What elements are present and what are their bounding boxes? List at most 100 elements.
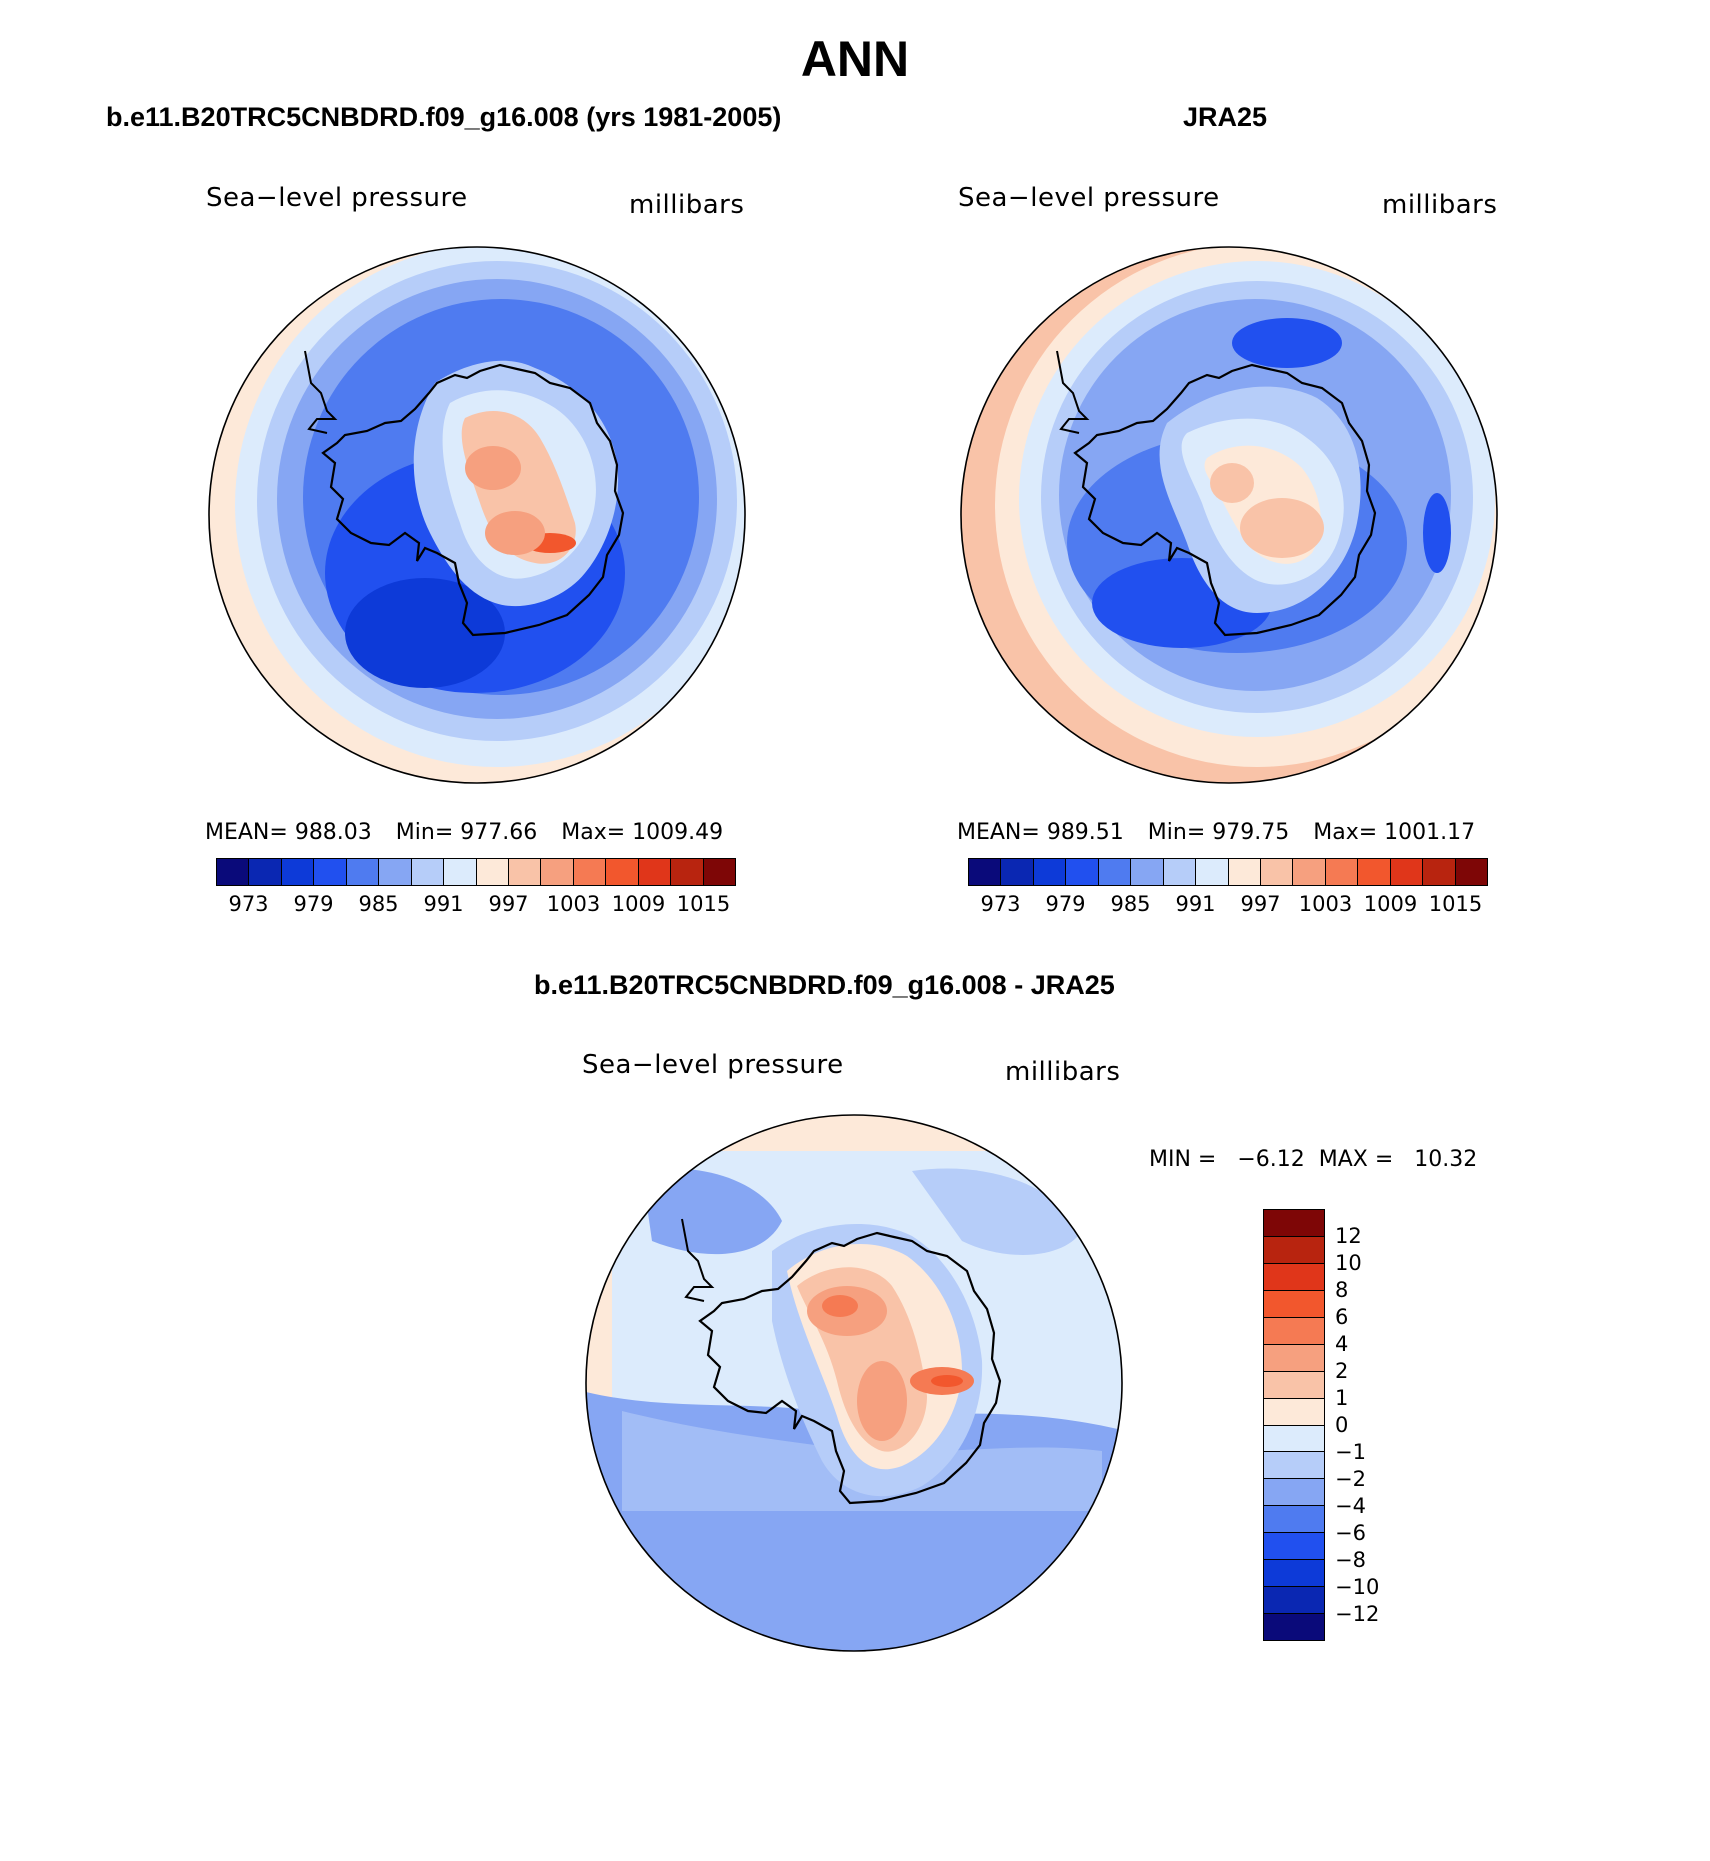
- colorbar-tick-label: −10: [1335, 1575, 1380, 1599]
- right-units-label: millibars: [1382, 190, 1498, 220]
- colorbar-tick-label: −12: [1335, 1602, 1380, 1626]
- colorbar-tick-label: 4: [1335, 1332, 1349, 1356]
- colorbar-cell: [573, 859, 607, 885]
- colorbar-tick-label: 1009: [1363, 892, 1418, 916]
- colorbar-cell: [379, 859, 412, 885]
- colorbar-tick-label: 985: [358, 892, 399, 916]
- diff-units-label: millibars: [1005, 1057, 1121, 1087]
- colorbar-cell: [1293, 859, 1326, 885]
- colorbar-cell: [703, 859, 735, 885]
- colorbar-cell: [1423, 859, 1456, 885]
- colorbar-tick-label: 2: [1335, 1359, 1349, 1383]
- colorbar-cell: [541, 859, 574, 885]
- colorbar-cell: [1264, 1210, 1324, 1237]
- left-variable-label: Sea−level pressure: [206, 183, 468, 213]
- colorbar-tick-label: 991: [423, 892, 464, 916]
- left-colorbar: [216, 858, 736, 886]
- colorbar-tick-label: 1003: [546, 892, 601, 916]
- diff-colorbar: [1263, 1209, 1325, 1641]
- colorbar-cell: [1066, 859, 1099, 885]
- colorbar-cell: [346, 859, 380, 885]
- colorbar-tick-label: 0: [1335, 1413, 1349, 1437]
- left-polar-map: [208, 246, 746, 784]
- right-stats: MEAN= 989.51 Min= 979.75 Max= 1001.17: [957, 820, 1499, 845]
- right-panel-title: JRA25: [1183, 102, 1268, 132]
- colorbar-tick-label: 1009: [611, 892, 666, 916]
- colorbar-cell: [281, 859, 315, 885]
- diff-panel-title: b.e11.B20TRC5CNBDRD.f09_g16.008 - JRA25: [534, 970, 1115, 1000]
- colorbar-cell: [249, 859, 282, 885]
- colorbar-cell: [508, 859, 542, 885]
- right-max: Max= 1001.17: [1313, 820, 1476, 845]
- diff-variable-label: Sea−level pressure: [582, 1050, 844, 1080]
- colorbar-tick-label: 973: [228, 892, 269, 916]
- colorbar-cell: [1264, 1533, 1324, 1561]
- colorbar-cell: [476, 859, 509, 885]
- colorbar-cell: [671, 859, 704, 885]
- colorbar-cell: [217, 859, 250, 885]
- colorbar-cell: [1264, 1452, 1324, 1480]
- colorbar-cell: [1264, 1263, 1324, 1291]
- colorbar-tick-label: 985: [1110, 892, 1151, 916]
- colorbar-cell: [444, 859, 477, 885]
- colorbar-tick-label: 1015: [676, 892, 731, 916]
- colorbar-tick-label: −1: [1335, 1440, 1366, 1464]
- figure-title: ANN: [800, 31, 910, 87]
- colorbar-cell: [1264, 1236, 1324, 1264]
- colorbar-cell: [1131, 859, 1164, 885]
- colorbar-cell: [1358, 859, 1391, 885]
- colorbar-cell: [638, 859, 672, 885]
- colorbar-cell: [1264, 1344, 1324, 1372]
- right-colorbar: [968, 858, 1488, 886]
- colorbar-cell: [1163, 859, 1197, 885]
- colorbar-tick-label: 12: [1335, 1224, 1362, 1248]
- colorbar-tick-label: 10: [1335, 1251, 1362, 1275]
- colorbar-cell: [1228, 859, 1261, 885]
- colorbar-cell: [1264, 1506, 1324, 1534]
- diff-minmax: MIN = −6.12 MAX = 10.32: [1149, 1147, 1478, 1172]
- colorbar-tick-label: 8: [1335, 1278, 1349, 1302]
- colorbar-cell: [1264, 1425, 1324, 1453]
- colorbar-tick-label: 997: [488, 892, 529, 916]
- colorbar-cell: [1455, 859, 1487, 885]
- colorbar-cell: [1260, 859, 1294, 885]
- colorbar-cell: [1264, 1317, 1324, 1345]
- left-max: Max= 1009.49: [561, 820, 724, 845]
- colorbar-cell: [1098, 859, 1132, 885]
- colorbar-cell: [1264, 1398, 1324, 1426]
- diff-polar-map: [585, 1114, 1123, 1652]
- colorbar-tick-label: 997: [1240, 892, 1281, 916]
- colorbar-cell: [411, 859, 445, 885]
- left-stats: MEAN= 988.03 Min= 977.66 Max= 1009.49: [205, 820, 747, 845]
- left-panel-title: b.e11.B20TRC5CNBDRD.f09_g16.008 (yrs 198…: [106, 102, 782, 132]
- colorbar-cell: [1264, 1479, 1324, 1507]
- colorbar-tick-label: 1003: [1298, 892, 1353, 916]
- right-mean: MEAN= 989.51: [957, 820, 1124, 845]
- colorbar-tick-label: 1: [1335, 1386, 1349, 1410]
- left-mean: MEAN= 988.03: [205, 820, 372, 845]
- right-variable-label: Sea−level pressure: [958, 183, 1220, 213]
- colorbar-cell: [314, 859, 347, 885]
- colorbar-tick-label: −4: [1335, 1494, 1366, 1518]
- colorbar-tick-label: 973: [980, 892, 1021, 916]
- colorbar-cell: [1264, 1587, 1324, 1615]
- colorbar-tick-label: 1015: [1428, 892, 1483, 916]
- right-min: Min= 979.75: [1147, 820, 1290, 845]
- colorbar-tick-label: 979: [293, 892, 334, 916]
- colorbar-tick-label: −2: [1335, 1467, 1366, 1491]
- right-polar-map: [960, 246, 1498, 784]
- colorbar-cell: [606, 859, 639, 885]
- colorbar-cell: [1264, 1290, 1324, 1318]
- colorbar-cell: [969, 859, 1002, 885]
- left-units-label: millibars: [629, 190, 745, 220]
- colorbar-cell: [1264, 1614, 1324, 1640]
- colorbar-cell: [1033, 859, 1067, 885]
- colorbar-cell: [1264, 1560, 1324, 1588]
- colorbar-cell: [1390, 859, 1424, 885]
- colorbar-cell: [1264, 1371, 1324, 1399]
- colorbar-tick-label: 6: [1335, 1305, 1349, 1329]
- colorbar-tick-label: −6: [1335, 1521, 1366, 1545]
- colorbar-tick-label: 991: [1175, 892, 1216, 916]
- left-min: Min= 977.66: [395, 820, 538, 845]
- colorbar-tick-label: −8: [1335, 1548, 1366, 1572]
